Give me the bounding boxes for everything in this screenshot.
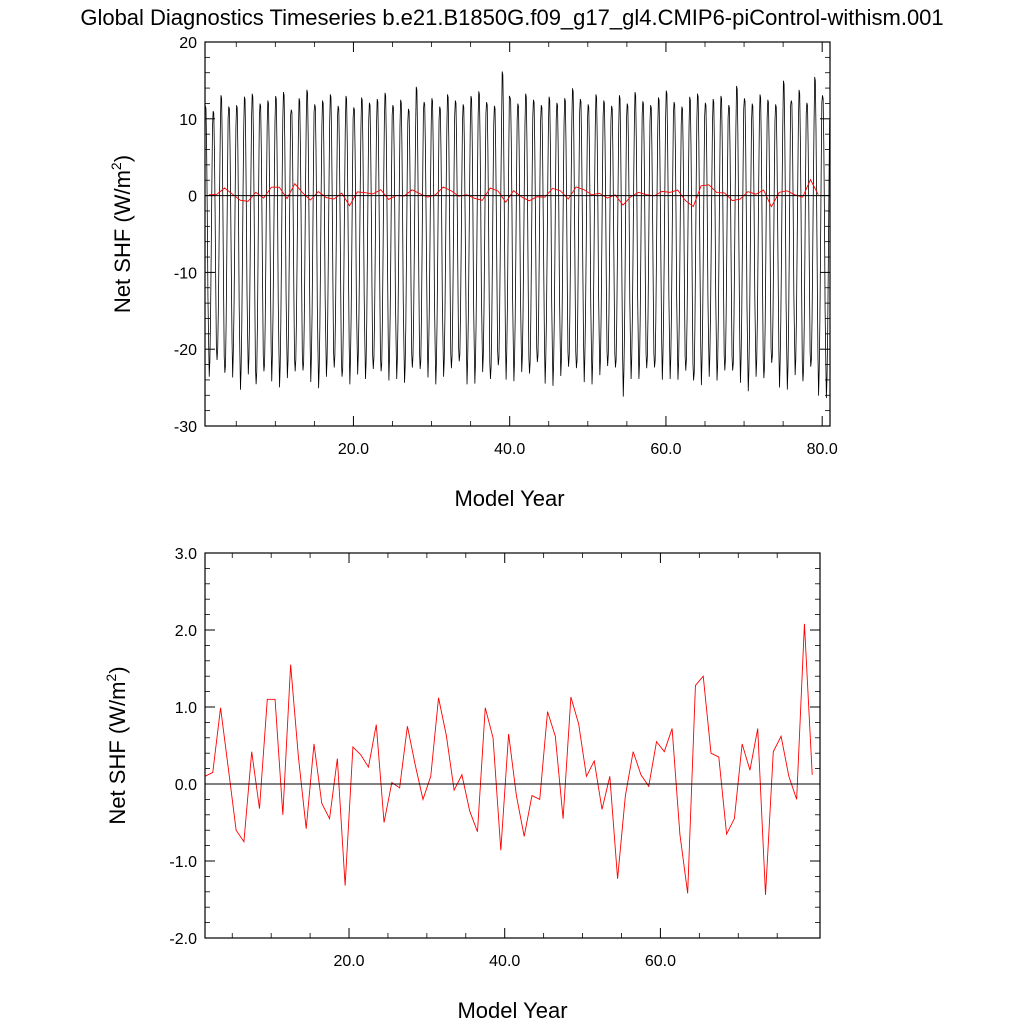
y-axis-title: Net SHF (W/m2) xyxy=(108,155,135,313)
y-tick-label: -20 xyxy=(174,342,197,359)
monthly-series-line xyxy=(205,71,830,399)
plot-frame xyxy=(204,552,821,939)
x-axis-title: Model Year xyxy=(457,998,567,1023)
y-tick-label: 3.0 xyxy=(175,546,197,563)
y-tick-label: -2.0 xyxy=(169,931,197,948)
x-tick-label: 20.0 xyxy=(338,441,369,458)
chart-title: Global Diagnostics Timeseries b.e21.B185… xyxy=(80,5,943,30)
chart-panel-1: -30 -20 -10 0 10 20 20.0 40.0 60.0 80.0 Model Year… xyxy=(108,35,838,511)
y-tick-label: 0.0 xyxy=(175,777,197,794)
y-tick-label: -1.0 xyxy=(169,854,197,871)
y-tick-label: 20 xyxy=(179,35,197,52)
y-tick-label: 1.0 xyxy=(175,700,197,717)
x-tick-label: 60.0 xyxy=(645,953,676,970)
y-tick-label: 2.0 xyxy=(175,623,197,640)
y-axis-title: Net SHF (W/m2) xyxy=(103,666,130,824)
y-tick-label: 0 xyxy=(188,189,197,206)
y-tick-label: 10 xyxy=(179,112,197,129)
y-tick-label: -10 xyxy=(174,265,197,282)
chart-panel-2: -2.0 -1.0 0.0 1.0 2.0 3.0 20.0 40.0 60.0 Model Ye… xyxy=(103,546,821,1023)
plot-frame xyxy=(204,41,831,427)
y-tick-label: -30 xyxy=(174,419,197,436)
annual-mean-series-line xyxy=(208,178,819,208)
x-axis-title: Model Year xyxy=(454,486,564,511)
x-tick-label: 40.0 xyxy=(489,953,520,970)
x-tick-label: 60.0 xyxy=(650,441,681,458)
annual-mean-series-line xyxy=(205,623,813,895)
x-tick-label: 20.0 xyxy=(333,953,364,970)
x-tick-label: 80.0 xyxy=(807,441,838,458)
x-tick-label: 40.0 xyxy=(494,441,525,458)
